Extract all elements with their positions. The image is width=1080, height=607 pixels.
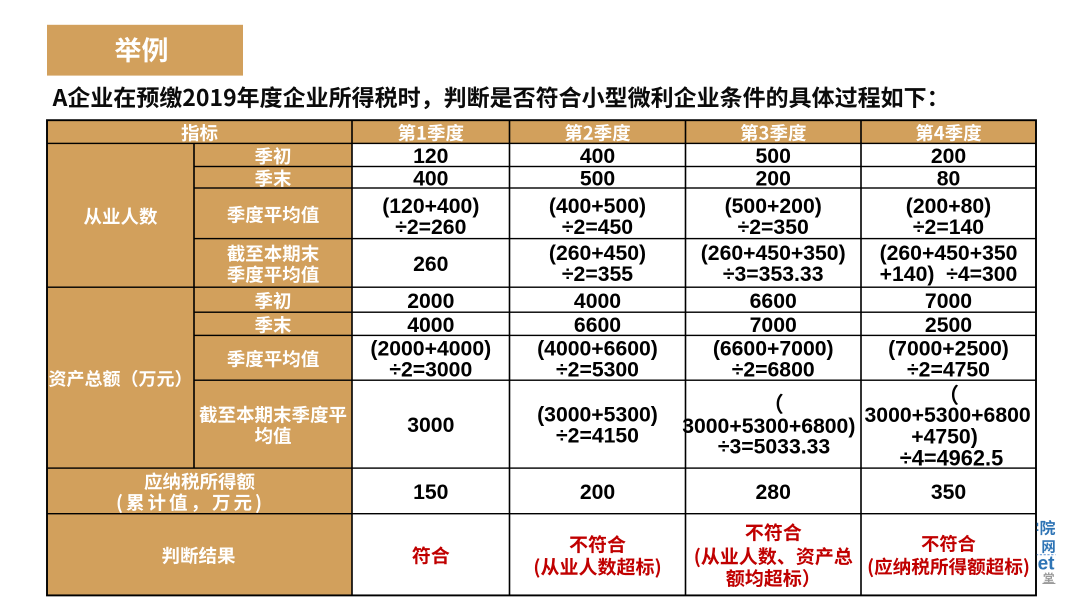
svg-text:(260+450+350: (260+450+350 bbox=[880, 242, 1018, 265]
svg-text:÷2=4150: ÷2=4150 bbox=[556, 425, 639, 448]
svg-text:÷3=353.33: ÷3=353.33 bbox=[723, 263, 824, 286]
svg-text:4000: 4000 bbox=[574, 290, 621, 313]
svg-text:÷2=5300: ÷2=5300 bbox=[556, 358, 639, 381]
svg-text:(7000+2500): (7000+2500) bbox=[888, 337, 1009, 360]
svg-text:÷2=350: ÷2=350 bbox=[738, 216, 809, 239]
svg-text:÷2=3000: ÷2=3000 bbox=[389, 358, 472, 381]
svg-text:6600: 6600 bbox=[750, 290, 797, 313]
svg-text:3000+5300+6800): 3000+5300+6800) bbox=[682, 415, 855, 438]
svg-text:et: et bbox=[1038, 554, 1056, 575]
svg-text:(260+450): (260+450) bbox=[549, 242, 646, 265]
svg-text:÷2=260: ÷2=260 bbox=[395, 216, 466, 239]
svg-text:(2000+4000): (2000+4000) bbox=[370, 337, 491, 360]
svg-text:120: 120 bbox=[413, 145, 448, 168]
svg-text:260: 260 bbox=[413, 253, 448, 276]
svg-text:200: 200 bbox=[931, 145, 966, 168]
svg-text:÷2=355: ÷2=355 bbox=[562, 263, 633, 286]
svg-text:+4750): +4750) bbox=[911, 426, 978, 449]
svg-text:150: 150 bbox=[413, 481, 448, 504]
svg-text:+140) ÷4=300: +140) ÷4=300 bbox=[880, 263, 1018, 286]
svg-text:(4000+6600): (4000+6600) bbox=[537, 337, 658, 360]
svg-text:(500+200): (500+200) bbox=[725, 195, 822, 218]
svg-text:(400+500): (400+500) bbox=[549, 195, 646, 218]
svg-text:6600: 6600 bbox=[574, 314, 621, 337]
svg-text:÷2=450: ÷2=450 bbox=[562, 216, 633, 239]
svg-text:200: 200 bbox=[756, 167, 791, 190]
svg-text:2500: 2500 bbox=[925, 314, 972, 337]
svg-text:÷2=140: ÷2=140 bbox=[913, 216, 984, 239]
svg-text:3000: 3000 bbox=[407, 414, 454, 437]
svg-text:400: 400 bbox=[413, 167, 448, 190]
svg-text:280: 280 bbox=[756, 481, 791, 504]
svg-text:÷2=4750: ÷2=4750 bbox=[907, 358, 990, 381]
svg-text:(200+80): (200+80) bbox=[906, 195, 991, 218]
svg-text:7000: 7000 bbox=[750, 314, 797, 337]
svg-text:4000: 4000 bbox=[407, 314, 454, 337]
svg-text:(3000+5300): (3000+5300) bbox=[537, 404, 658, 427]
svg-text:80: 80 bbox=[937, 167, 961, 190]
svg-text:500: 500 bbox=[580, 167, 615, 190]
svg-text:2000: 2000 bbox=[407, 290, 454, 313]
svg-text:(6600+7000): (6600+7000) bbox=[713, 337, 834, 360]
svg-text:500: 500 bbox=[756, 145, 791, 168]
svg-text:200: 200 bbox=[580, 481, 615, 504]
svg-text:÷4=4962.5: ÷4=4962.5 bbox=[900, 445, 1003, 470]
svg-text:3000+5300+6800: 3000+5300+6800 bbox=[865, 404, 1031, 427]
svg-text:÷2=6800: ÷2=6800 bbox=[732, 358, 815, 381]
svg-text:350: 350 bbox=[931, 481, 966, 504]
svg-text:÷3=5033.33: ÷3=5033.33 bbox=[718, 435, 831, 458]
svg-text:(120+400): (120+400) bbox=[382, 195, 479, 218]
svg-text:400: 400 bbox=[580, 145, 615, 168]
svg-text:7000: 7000 bbox=[925, 290, 972, 313]
svg-text:(260+450+350): (260+450+350) bbox=[701, 242, 846, 265]
